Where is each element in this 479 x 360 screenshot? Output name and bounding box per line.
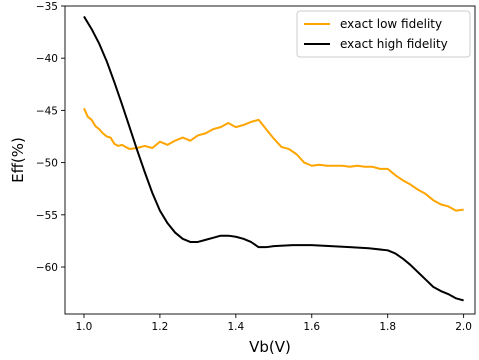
- y-tick-label: −60: [36, 262, 58, 274]
- plot-frame: [64, 5, 476, 315]
- y-tick-label: −55: [36, 210, 58, 222]
- y-tick-label: −50: [36, 158, 58, 170]
- x-tick-label: 2.0: [455, 321, 472, 333]
- x-tick-label: 1.8: [379, 321, 396, 333]
- legend-label-high-fidelity: exact high fidelity: [340, 37, 448, 51]
- y-axis-ticks: −35 −40 −45 −50 −55 −60: [36, 1, 65, 274]
- legend-box: [296, 10, 471, 58]
- x-tick-label: 1.0: [76, 321, 93, 333]
- y-tick-label: −40: [36, 53, 58, 65]
- x-axis-ticks: 1.0 1.2 1.4 1.6 1.8 2.0: [76, 314, 472, 333]
- series-layer: [83, 15, 464, 302]
- x-tick-label: 1.2: [152, 321, 169, 333]
- x-tick-label: 1.4: [227, 321, 244, 333]
- y-tick-label: −45: [36, 105, 58, 117]
- series-line-low-fidelity: [83, 107, 464, 212]
- y-tick-label: −35: [36, 1, 58, 13]
- x-tick-label: 1.6: [303, 321, 320, 333]
- x-axis-label: Vb(V): [249, 338, 291, 356]
- y-axis-label: Eff(%): [9, 137, 27, 183]
- legend-label-low-fidelity: exact low fidelity: [340, 17, 442, 31]
- legend: exact low fidelity exact high fidelity: [296, 10, 471, 58]
- series-line-high-fidelity: [83, 15, 464, 302]
